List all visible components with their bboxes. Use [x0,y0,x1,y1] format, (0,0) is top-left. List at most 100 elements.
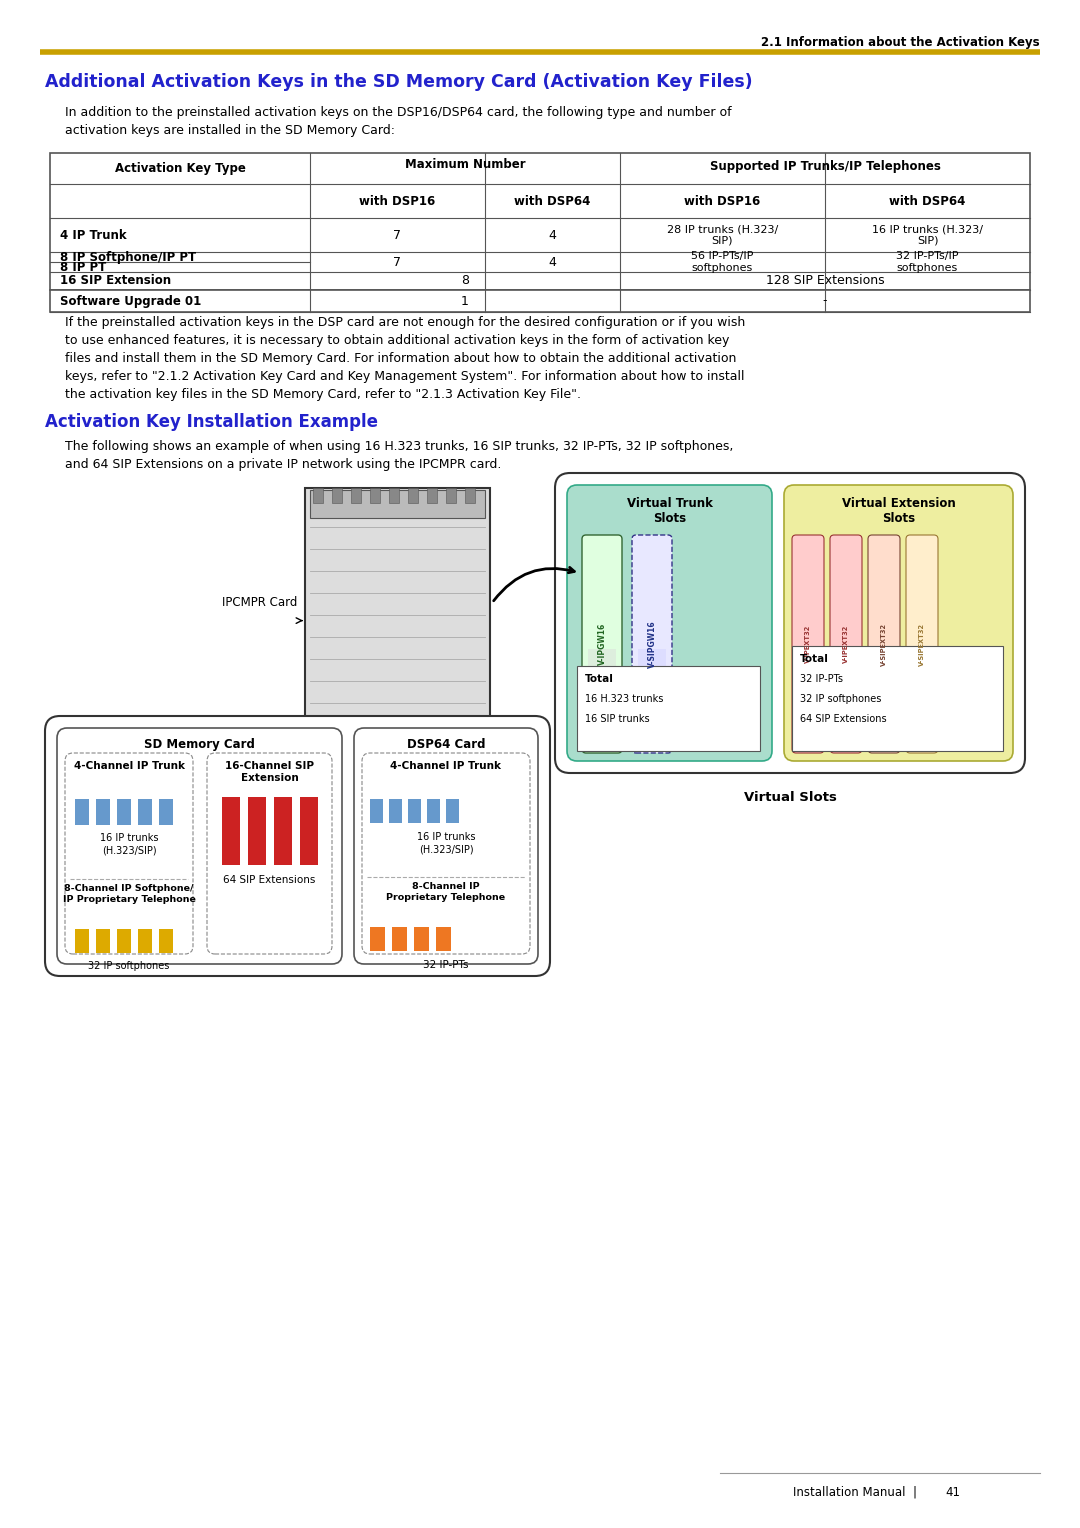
Text: 32 IP-PTs: 32 IP-PTs [423,960,469,970]
FancyBboxPatch shape [797,685,819,701]
Text: V-SIPEXT32: V-SIPEXT32 [919,622,924,666]
FancyBboxPatch shape [831,535,862,753]
Bar [446,799,459,824]
FancyBboxPatch shape [582,535,622,753]
FancyBboxPatch shape [342,743,349,753]
Text: Installation Manual: Installation Manual [793,1487,905,1499]
Bar [96,799,110,825]
Text: 56 IP-PTs/IP
softphones: 56 IP-PTs/IP softphones [691,251,754,274]
Bar [427,799,440,824]
FancyBboxPatch shape [868,535,900,753]
Text: Virtual Slots: Virtual Slots [743,792,836,804]
FancyBboxPatch shape [792,535,824,753]
FancyBboxPatch shape [430,743,437,753]
Text: 32 IP-PTs: 32 IP-PTs [800,674,843,685]
Text: Total: Total [800,654,828,665]
Text: 1: 1 [461,295,469,307]
Bar [222,798,240,865]
FancyBboxPatch shape [873,685,895,701]
Circle shape [311,497,323,509]
Text: 16 IP trunks
(H.323/SIP): 16 IP trunks (H.323/SIP) [417,833,475,854]
FancyBboxPatch shape [364,743,372,753]
FancyBboxPatch shape [332,487,342,503]
FancyBboxPatch shape [638,649,666,669]
FancyBboxPatch shape [835,707,858,724]
Text: 4: 4 [549,255,556,269]
FancyBboxPatch shape [577,666,760,750]
FancyBboxPatch shape [389,487,399,503]
Text: Activation Key Type: Activation Key Type [114,162,245,176]
FancyBboxPatch shape [638,727,666,747]
Text: Virtual Extension
Slots: Virtual Extension Slots [841,497,956,526]
Bar [370,799,383,824]
Text: 8 IP PT: 8 IP PT [60,260,106,274]
FancyBboxPatch shape [784,484,1013,761]
FancyBboxPatch shape [588,649,616,669]
FancyBboxPatch shape [906,535,939,753]
FancyBboxPatch shape [362,753,530,953]
FancyBboxPatch shape [320,743,327,753]
FancyBboxPatch shape [873,707,895,724]
FancyBboxPatch shape [65,753,193,953]
Text: V-IPEXT32: V-IPEXT32 [843,625,849,663]
FancyBboxPatch shape [313,487,323,503]
Text: with DSP64: with DSP64 [889,194,966,208]
Text: 16 IP trunks
(H.323/SIP): 16 IP trunks (H.323/SIP) [99,833,159,856]
FancyBboxPatch shape [453,743,459,753]
Bar [117,929,131,953]
Text: V-SIPGW16: V-SIPGW16 [648,620,657,668]
FancyBboxPatch shape [912,730,933,749]
Bar [159,929,173,953]
FancyBboxPatch shape [427,487,437,503]
Text: with DSP16: with DSP16 [685,194,760,208]
Text: 4: 4 [549,229,556,241]
Text: 8 IP Softphone/IP PT: 8 IP Softphone/IP PT [60,251,197,263]
FancyBboxPatch shape [474,743,481,753]
Text: 32 IP softphones: 32 IP softphones [800,694,881,704]
Bar [436,927,451,950]
Text: Supported IP Trunks/IP Telephones: Supported IP Trunks/IP Telephones [710,160,941,173]
Text: 7: 7 [393,255,402,269]
Bar [117,799,131,825]
Text: with DSP64: with DSP64 [514,194,591,208]
Text: Additional Activation Keys in the SD Memory Card (Activation Key Files): Additional Activation Keys in the SD Mem… [45,73,753,92]
FancyBboxPatch shape [446,487,456,503]
Bar [389,799,402,824]
Text: The following shows an example of when using 16 H.323 trunks, 16 SIP trunks, 32 : The following shows an example of when u… [65,440,733,471]
FancyBboxPatch shape [57,727,342,964]
Text: Virtual Trunk
Slots: Virtual Trunk Slots [626,497,713,526]
Text: V-IPEXT32: V-IPEXT32 [805,625,811,663]
Bar [248,798,266,865]
FancyBboxPatch shape [419,743,426,753]
FancyBboxPatch shape [588,701,616,721]
FancyBboxPatch shape [408,743,415,753]
FancyBboxPatch shape [792,646,1003,750]
Bar [370,927,384,950]
FancyBboxPatch shape [797,662,819,678]
Circle shape [311,723,323,733]
Text: 128 SIP Extensions: 128 SIP Extensions [766,275,885,287]
FancyBboxPatch shape [912,662,933,678]
FancyBboxPatch shape [465,487,475,503]
Bar [138,799,152,825]
Text: 4-Channel IP Trunk: 4-Channel IP Trunk [73,761,185,772]
FancyBboxPatch shape [330,743,338,753]
FancyBboxPatch shape [588,727,616,747]
FancyBboxPatch shape [397,743,404,753]
Text: If the preinstalled activation keys in the DSP card are not enough for the desir: If the preinstalled activation keys in t… [65,316,745,400]
FancyBboxPatch shape [441,743,448,753]
Bar [96,929,110,953]
Bar [159,799,173,825]
FancyBboxPatch shape [310,490,485,518]
Text: 16-Channel SIP
Extension: 16-Channel SIP Extension [225,761,314,782]
FancyBboxPatch shape [797,707,819,724]
FancyBboxPatch shape [50,153,1030,290]
Bar [75,929,89,953]
FancyBboxPatch shape [354,727,538,964]
FancyBboxPatch shape [386,743,393,753]
Text: 8-Channel IP Softphone/
IP Proprietary Telephone: 8-Channel IP Softphone/ IP Proprietary T… [63,885,195,905]
FancyBboxPatch shape [555,474,1025,773]
FancyBboxPatch shape [309,743,316,753]
Text: 8-Channel IP
Proprietary Telephone: 8-Channel IP Proprietary Telephone [387,882,505,902]
FancyBboxPatch shape [463,743,470,753]
